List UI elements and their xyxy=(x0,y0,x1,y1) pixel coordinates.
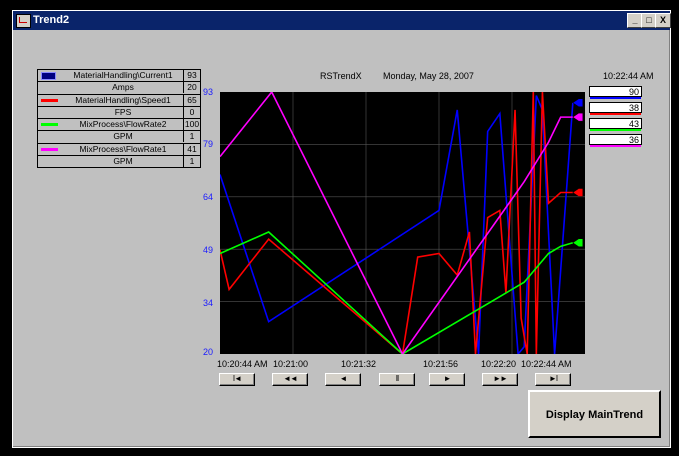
pen-marker-2 xyxy=(572,238,584,247)
window-title: Trend2 xyxy=(33,14,70,26)
display-main-trend-button[interactable]: Display MainTrend xyxy=(528,390,661,438)
y-tick-label: 20 xyxy=(203,347,214,357)
nav-step-back-button[interactable]: ◄ xyxy=(325,373,361,386)
legend-row[interactable]: GPM 1 xyxy=(38,131,200,144)
trend-line-3 xyxy=(219,90,573,356)
nav-page-forward-button[interactable]: ►► xyxy=(482,373,518,386)
legend-row[interactable]: FPS 0 xyxy=(38,106,200,120)
current-value-box: 90 xyxy=(589,86,642,99)
pen-swatch xyxy=(41,147,58,151)
trend-line-1 xyxy=(219,91,573,356)
x-tick-label: 10:21:56 xyxy=(423,359,459,369)
app-icon xyxy=(16,14,31,28)
legend-row[interactable]: MixProcess\FlowRate1 41 xyxy=(38,143,200,157)
x-tick-label: 10:20:44 AM xyxy=(217,359,268,369)
trend-chart xyxy=(219,90,585,357)
y-tick-label: 64 xyxy=(203,192,214,202)
legend-row[interactable]: MaterialHandling\Speed1 65 xyxy=(38,94,200,107)
x-tick-label: 10:22:20 xyxy=(481,359,517,369)
legend-row[interactable]: GPM 1 xyxy=(38,156,200,168)
legend-row[interactable]: Amps 20 xyxy=(38,82,200,95)
x-tick-label: 10:22:44 AM xyxy=(521,359,572,369)
pen-swatch xyxy=(41,72,56,80)
trend-time: 10:22:44 AM xyxy=(603,71,654,81)
x-tick-label: 10:21:32 xyxy=(341,359,377,369)
legend-row[interactable]: MaterialHandling\Current1 93 xyxy=(38,70,200,83)
pen-swatch xyxy=(41,123,58,127)
y-tick-label: 93 xyxy=(203,87,214,97)
nav-last-button[interactable]: ►I xyxy=(535,373,571,386)
nav-page-back-button[interactable]: ◄◄ xyxy=(272,373,308,386)
nav-pause-button[interactable]: II xyxy=(379,373,415,386)
title-bar[interactable]: Trend2 _ □ X xyxy=(13,11,671,30)
trend-plot[interactable] xyxy=(219,90,585,357)
nav-step-forward-button[interactable]: ► xyxy=(429,373,465,386)
x-tick-label: 10:21:00 xyxy=(273,359,309,369)
pen-legend: MaterialHandling\Current1 93 Amps 20 Mater… xyxy=(37,69,201,169)
trend-line-2 xyxy=(219,231,574,355)
legend-row[interactable]: MixProcess\FlowRate2 100 xyxy=(38,119,200,132)
pen-swatch xyxy=(41,98,58,102)
pen-marker-1 xyxy=(572,188,584,197)
current-value-box: 38 xyxy=(589,102,642,115)
nav-first-button[interactable]: I◄ xyxy=(219,373,255,386)
pen-marker-3 xyxy=(572,112,584,122)
close-button[interactable]: X xyxy=(655,13,671,28)
trend-window: Trend2 _ □ X MaterialHandling\Current1 93… xyxy=(12,10,671,448)
y-tick-label: 79 xyxy=(203,139,214,149)
current-value-box: 43 xyxy=(589,118,642,131)
y-tick-label: 49 xyxy=(203,245,214,255)
trend-date: Monday, May 28, 2007 xyxy=(383,71,474,81)
trend-name: RSTrendX xyxy=(320,71,362,81)
trend-line-0 xyxy=(219,95,574,357)
pen-marker-0 xyxy=(572,98,584,108)
y-tick-label: 34 xyxy=(203,298,214,308)
current-value-box: 36 xyxy=(589,134,642,147)
